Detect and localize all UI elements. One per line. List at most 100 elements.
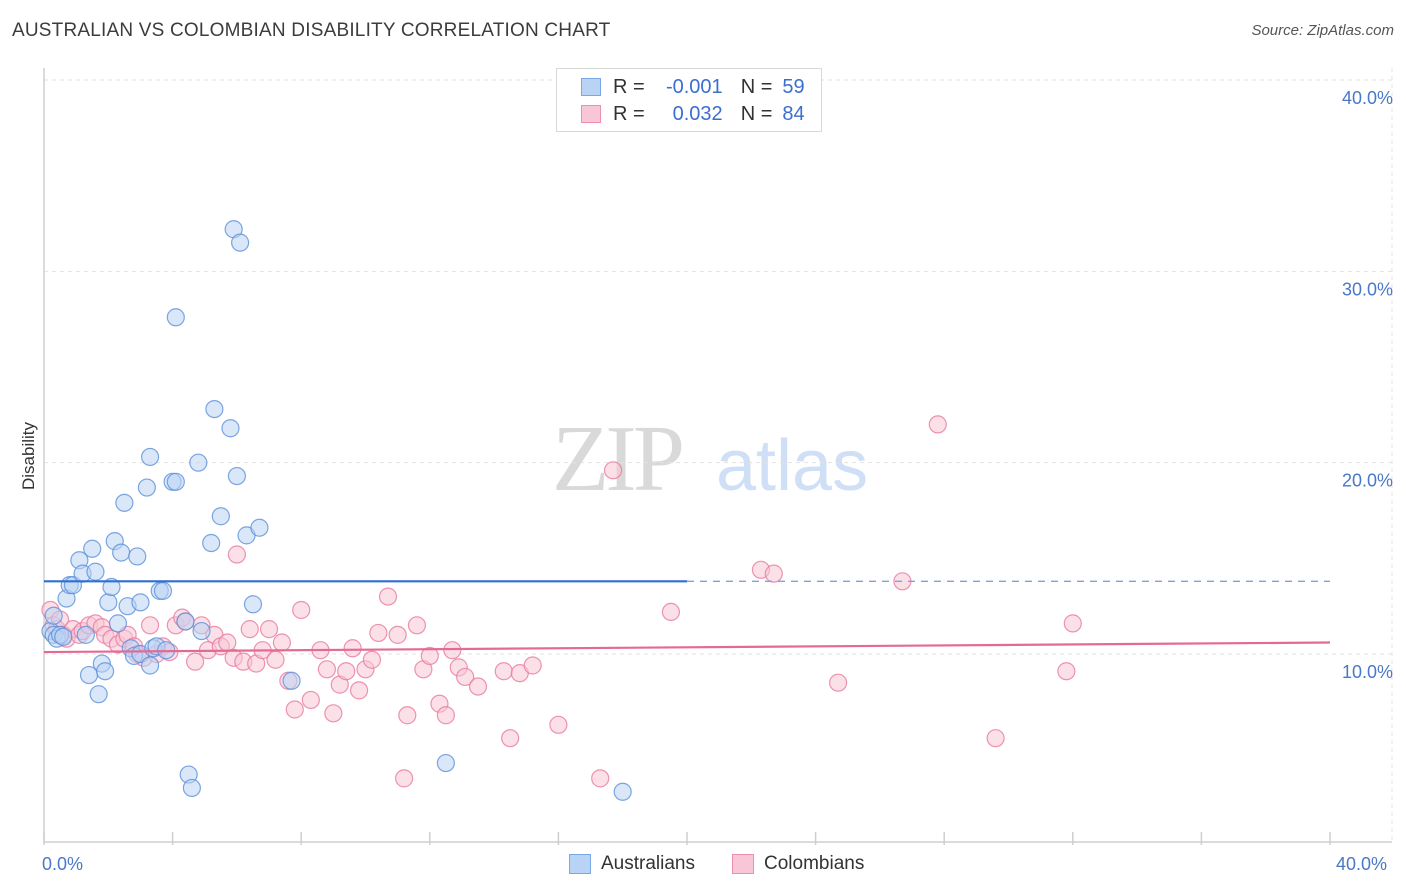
data-point	[140, 656, 160, 675]
data-point	[76, 625, 95, 644]
trend-lines	[43, 580, 1331, 654]
data-point	[231, 233, 250, 252]
data-point	[99, 593, 118, 612]
data-point	[186, 652, 205, 671]
bottom-legend-label-colombians: Colombians	[764, 853, 865, 874]
x-tick-min: 0.0%	[42, 854, 83, 874]
trend-line-colombians	[43, 641, 1331, 654]
data-point	[140, 616, 160, 635]
source-label: Source: ZipAtlas.com	[1251, 22, 1394, 39]
x-tick-labels: 0.0% 40.0%	[42, 854, 1387, 874]
legend-r-label: R =	[613, 102, 645, 125]
legend-n-label: N =	[740, 75, 773, 98]
bottom-legend-swatch-colombians	[732, 854, 754, 874]
data-point	[202, 533, 221, 553]
data-point	[324, 704, 343, 723]
legend-n-value: 84	[782, 102, 805, 125]
data-point	[192, 621, 211, 641]
data-point	[83, 539, 102, 558]
data-point	[137, 478, 156, 497]
data-point	[89, 685, 108, 704]
data-point	[166, 472, 185, 491]
bottom-legend-swatch-australians	[569, 854, 591, 874]
data-point	[436, 753, 455, 773]
data-point	[131, 593, 150, 612]
y-tick-label: 20.0%	[1342, 471, 1393, 491]
data-point	[337, 662, 356, 681]
data-point	[227, 545, 246, 564]
data-point	[243, 595, 263, 614]
data-point	[456, 667, 475, 687]
data-point	[494, 662, 513, 681]
data-point	[501, 729, 520, 748]
legend-swatch-colombians	[581, 105, 601, 123]
data-point	[189, 453, 208, 472]
data-point	[523, 656, 542, 675]
data-point	[115, 493, 134, 512]
data-point	[1057, 662, 1076, 681]
stats-legend: R = -0.001 N = 59 R = 0.032 N = 84	[556, 68, 822, 132]
data-point	[266, 650, 285, 669]
data-point	[378, 587, 398, 606]
data-point	[407, 616, 427, 635]
data-point	[95, 662, 115, 681]
data-point	[221, 419, 240, 438]
watermark-zip: ZIP	[552, 407, 682, 511]
data-point	[140, 447, 160, 467]
bottom-legend-label-australians: Australians	[601, 853, 695, 874]
data-point	[227, 466, 246, 486]
data-point	[128, 547, 147, 566]
data-point	[259, 620, 279, 639]
legend-r-value: 0.032	[672, 102, 723, 125]
data-point	[218, 633, 237, 652]
legend-row-colombians: R = 0.032 N = 84	[581, 101, 805, 127]
data-point	[176, 612, 195, 631]
data-point	[102, 577, 121, 597]
data-point	[205, 399, 224, 419]
legend-r-label: R =	[613, 75, 645, 98]
data-point	[301, 690, 320, 710]
data-point	[282, 671, 301, 690]
watermark: ZIP atlas	[552, 407, 868, 511]
watermark-atlas: atlas	[716, 426, 868, 506]
legend-n-label: N =	[740, 102, 773, 125]
data-point	[420, 646, 439, 666]
data-point	[829, 673, 848, 692]
data-point	[112, 543, 131, 562]
data-point	[250, 518, 269, 537]
data-point	[928, 415, 947, 434]
data-point	[1063, 614, 1082, 633]
data-point	[764, 564, 783, 583]
data-point	[153, 581, 173, 600]
data-point	[603, 461, 623, 480]
data-point	[292, 600, 311, 620]
x-tick-max: 40.0%	[1336, 854, 1387, 874]
bottom-legend-australians[interactable]: Australians	[569, 851, 695, 877]
data-point	[182, 778, 201, 798]
y-tick-labels: 10.0% 20.0% 30.0% 40.0%	[1342, 88, 1393, 682]
data-point	[86, 562, 105, 581]
data-point	[468, 677, 488, 696]
data-point	[54, 627, 73, 646]
data-point	[44, 606, 63, 625]
data-point	[240, 620, 259, 639]
data-point	[388, 625, 407, 644]
y-tick-label: 30.0%	[1342, 279, 1393, 299]
data-point	[986, 729, 1005, 748]
data-point	[549, 715, 568, 734]
y-axis-label: Disability	[19, 421, 38, 490]
data-point	[349, 681, 369, 700]
data-point	[343, 639, 362, 658]
chart-title: AUSTRALIAN VS COLOMBIAN DISABILITY CORRE…	[12, 20, 611, 41]
y-tick-label: 10.0%	[1342, 662, 1393, 682]
data-point	[211, 507, 230, 526]
bottom-legend-colombians[interactable]: Colombians	[732, 851, 864, 877]
legend-swatch-australians	[581, 78, 601, 96]
data-point	[661, 602, 681, 622]
data-point	[317, 660, 337, 679]
legend-r-value: -0.001	[665, 75, 723, 98]
data-point	[369, 623, 388, 643]
data-point	[436, 706, 455, 725]
data-point	[394, 769, 414, 788]
